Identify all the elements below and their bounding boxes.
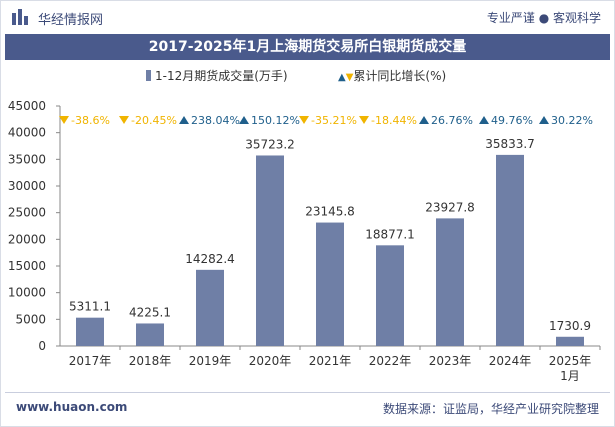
y-tick-label: 30000 (8, 179, 46, 193)
x-tick-label: 2017年 (69, 354, 112, 368)
bar (556, 336, 584, 346)
logo-icon (12, 9, 28, 25)
bar (76, 317, 104, 346)
data-label: 35723.2 (245, 137, 295, 151)
growth-up-marker (179, 116, 189, 124)
x-tick-label: 1月 (560, 369, 580, 383)
growth-up-marker (539, 116, 549, 124)
y-tick-label: 35000 (8, 152, 46, 166)
y-tick-label: 5000 (15, 312, 46, 326)
y-tick-label: 45000 (8, 99, 46, 113)
legend-bar-label: 1-12月期货成交量(万手) (155, 69, 288, 83)
y-tick-label: 15000 (8, 259, 46, 273)
growth-down-marker (359, 116, 369, 124)
y-tick-label: 20000 (8, 232, 46, 246)
growth-down-marker (59, 116, 69, 124)
x-tick-label: 2023年 (429, 354, 472, 368)
footer-website: www.huaon.com (16, 400, 128, 414)
x-tick-label: 2022年 (369, 354, 412, 368)
legend-growth-series: ▲▼累计同比增长(%) (338, 67, 446, 84)
growth-up-marker (419, 116, 429, 124)
growth-down-marker (299, 116, 309, 124)
top-bar: 华经情报网 专业严谨 ● 客观科学 (0, 0, 615, 34)
growth-label: -35.21% (311, 114, 357, 127)
data-label: 23927.8 (425, 200, 475, 214)
growth-up-marker (239, 116, 249, 124)
data-label: 14282.4 (185, 252, 235, 266)
triangle-down-icon: ▼ (345, 72, 354, 83)
growth-label: 26.76% (431, 114, 473, 127)
growth-label: 150.12% (251, 114, 300, 127)
growth-label: -18.44% (371, 114, 417, 127)
legend-bar-series: 1-12月期货成交量(万手) (146, 67, 288, 84)
footer-source: 数据来源：证监局，华经产业研究院整理 (382, 402, 599, 416)
x-tick-label: 2018年 (129, 354, 172, 368)
growth-label: 30.22% (551, 114, 593, 127)
bar (136, 323, 164, 346)
data-label: 5311.1 (69, 300, 111, 314)
x-tick-label: 2025年 (549, 354, 592, 368)
data-label: 4225.1 (129, 305, 171, 319)
x-tick-label: 2021年 (309, 354, 352, 368)
chart-title: 2017-2025年1月上海期货交易所白银期货成交量 (5, 34, 610, 60)
legend: 1-12月期货成交量(万手) ▲▼累计同比增长(%) (0, 67, 615, 85)
data-label: 23145.8 (305, 205, 355, 219)
growth-down-marker (119, 116, 129, 124)
growth-label: 49.76% (491, 114, 533, 127)
data-label: 18877.1 (365, 227, 415, 241)
bar-swatch-icon (146, 70, 151, 81)
bar (496, 154, 524, 346)
growth-label: -20.45% (131, 114, 177, 127)
bar (256, 155, 284, 346)
y-tick-label: 10000 (8, 286, 46, 300)
brand-name: 华经情报网 (38, 13, 104, 28)
tagline: 专业严谨 ● 客观科学 (486, 11, 601, 25)
triangle-up-icon: ▲ (338, 72, 346, 83)
x-tick-label: 2024年 (489, 354, 532, 368)
growth-up-marker (479, 116, 489, 124)
growth-label: 238.04% (191, 114, 240, 127)
footer-divider (5, 392, 610, 393)
data-label: 1730.9 (549, 319, 591, 333)
y-tick-label: 40000 (8, 126, 46, 140)
growth-label: -38.6% (71, 114, 110, 127)
x-tick-label: 2019年 (189, 354, 232, 368)
y-tick-label: 25000 (8, 206, 46, 220)
bar (436, 218, 464, 346)
y-tick-label: 0 (38, 339, 46, 353)
x-tick-label: 2020年 (249, 354, 292, 368)
data-label: 35833.7 (485, 137, 535, 151)
bar (376, 245, 404, 346)
bar (316, 222, 344, 346)
legend-growth-label: 累计同比增长(%) (353, 69, 447, 83)
bar (196, 269, 224, 346)
